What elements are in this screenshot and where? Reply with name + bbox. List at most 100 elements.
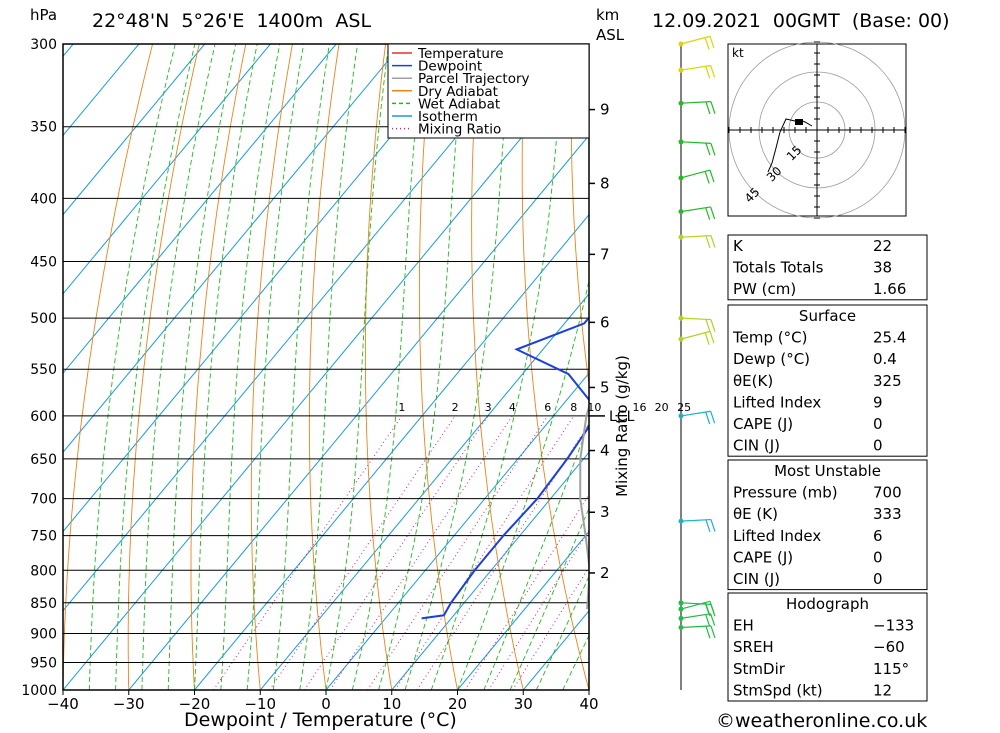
wet-adiabat-line [457, 278, 589, 690]
most-unstable-table-title: Most Unstable [774, 462, 881, 480]
mixing-ratio-label: 4 [509, 401, 516, 414]
km-tick-label: 4 [600, 442, 610, 460]
datetime: 12.09.2021 00GMT (Base: 00) [652, 10, 950, 32]
wind-barb-dot [678, 41, 684, 47]
legend-label: Mixing Ratio [418, 122, 501, 138]
most-unstable-table-row-label: Lifted Index [733, 527, 821, 545]
wind-barb-dot [678, 615, 684, 621]
wind-barb [680, 625, 711, 629]
mixing-ratio-line [367, 415, 549, 690]
wind-barb-flag [710, 101, 716, 114]
wind-barb [680, 101, 711, 104]
mixing-ratio-line [212, 415, 403, 690]
wind-barb-dot [678, 315, 684, 321]
wind-barb-flag [705, 319, 711, 332]
dry-adiabat-line [991, 44, 1000, 690]
surface-table-row-label: θE(K) [733, 372, 773, 390]
pressure-tick-label: 350 [30, 120, 57, 136]
hodograph-table-row-label: EH [733, 617, 754, 635]
wind-barb-flag [705, 66, 711, 79]
wind-barb-flag [705, 207, 711, 220]
isotherm-line [63, 44, 271, 295]
km-tick-label: 2 [600, 564, 610, 582]
km-tick-label: 3 [600, 503, 610, 521]
wet-adiabat-line [430, 44, 565, 690]
most-unstable-table-box [727, 459, 928, 591]
hpa-unit: hPa [30, 6, 58, 24]
wind-barb-flag [710, 411, 716, 424]
pressure-tick-label: 900 [30, 626, 57, 642]
surface-table-row-value: 325 [873, 372, 902, 390]
wind-barb-flag [709, 331, 715, 344]
pressure-tick-label: 400 [30, 191, 57, 207]
wind-barb-flag [710, 143, 716, 156]
isotherm-line [457, 530, 589, 690]
hodograph-table-row-label: SREH [733, 638, 774, 656]
most-unstable-table-row-label: Pressure (mb) [733, 484, 838, 502]
wind-barb [680, 234, 711, 238]
wet-adiabat-line [220, 44, 281, 690]
most-unstable-table-row-value: 0 [873, 548, 883, 566]
wind-barb-flag [709, 36, 715, 49]
wind-barb-flag [709, 601, 715, 614]
mixing-ratio-label: 3 [485, 401, 492, 414]
lcl-label: LCL [609, 409, 635, 425]
hodograph-table-row-value: −133 [873, 617, 914, 635]
copyright: ©weatheronline.co.uk [716, 710, 928, 732]
km-unit: km [596, 6, 620, 24]
dry-adiabat-line [570, 44, 589, 389]
index-tables: K 22 Totals Totals 38 PW (cm) 1.66 Surface Temp… [727, 234, 928, 702]
wind-barb-flag [704, 171, 710, 184]
pressure-tick-label: 550 [30, 362, 57, 378]
indices-table-box [727, 234, 928, 301]
mixing-ratio-label: 10 [587, 401, 601, 414]
pressure-tick-label: 600 [30, 409, 57, 425]
x-tick-label: −20 [179, 695, 211, 713]
dry-adiabat-line [250, 44, 293, 690]
surface-table-row-value: 0 [873, 437, 883, 455]
most-unstable-table-row-label: θE (K) [733, 505, 778, 523]
isotherm-line [391, 451, 589, 690]
hodograph-table-row-value: 115° [873, 660, 909, 678]
wind-barb-flag [704, 602, 710, 615]
most-unstable-table-row-value: 6 [873, 527, 883, 545]
dry-adiabat-line [127, 44, 200, 690]
wind-barb-dot [678, 209, 684, 215]
wind-barb-dot [678, 139, 684, 145]
wet-adiabat-line [325, 44, 390, 690]
wind-barb-dot [678, 413, 684, 419]
indices-table-row-value: 1.66 [873, 280, 906, 298]
pressure-tick-label: 450 [30, 255, 57, 271]
wet-adiabat-line [404, 44, 511, 690]
hodograph-table-row-value: 12 [873, 681, 892, 699]
mixing-ratio-line [303, 415, 489, 690]
x-tick-label: 0 [321, 695, 331, 713]
hodograph-trace [767, 118, 813, 173]
wind-barb-flag [705, 625, 711, 639]
pressure-tick-label: 1000 [21, 683, 57, 699]
legend-label: Parcel Trajectory [418, 71, 530, 87]
km-tick-label: 7 [600, 245, 610, 263]
pressure-tick-label: 850 [30, 596, 57, 612]
mixing-ratio-line [269, 415, 456, 690]
km-tick-label: 6 [600, 313, 610, 331]
pressure-tick-label: 750 [30, 529, 57, 545]
isotherm-line [63, 44, 206, 216]
surface-table-row-value: 9 [873, 393, 883, 411]
wind-barb-flag [705, 614, 711, 627]
mixing-ratio-line [329, 415, 513, 690]
pressure-tick-label: 300 [30, 37, 57, 53]
surface-table-row-label: Dewp (°C) [733, 350, 810, 368]
indices-table-row-label: Totals Totals [732, 259, 824, 277]
mixing-ratio-label: 1 [398, 401, 405, 414]
mixing-ratio-label: 16 [633, 401, 647, 414]
surface-table-row-value: 0.4 [873, 350, 897, 368]
legend-label: Temperature [417, 46, 504, 62]
dry-adiabat-line [619, 44, 721, 690]
indices-table-row-value: 22 [873, 237, 892, 255]
hodograph-table-box [727, 592, 928, 702]
isotherm-line [63, 44, 534, 612]
dry-adiabat-line [418, 44, 458, 690]
